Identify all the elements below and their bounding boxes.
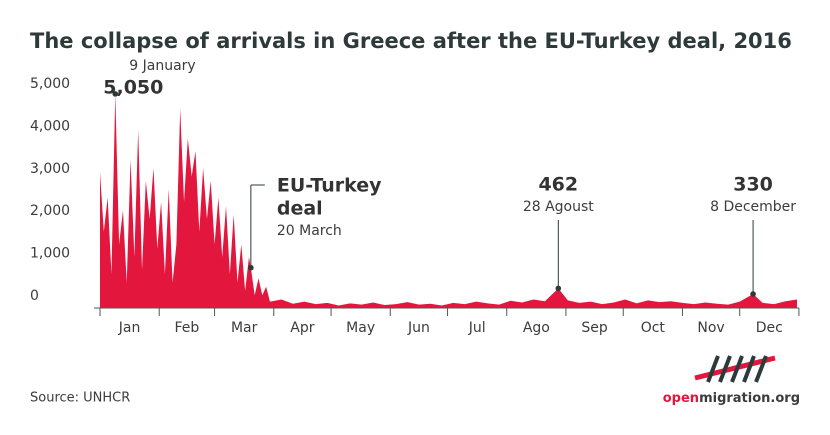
annotation-value: 5,050 (103, 76, 163, 98)
x-tick-label: Ago (523, 320, 550, 336)
annotation-date: 8 December (710, 199, 796, 215)
x-tick-label: Apr (290, 320, 314, 336)
brand-part: open (663, 391, 699, 406)
x-tick-label: Oct (641, 320, 666, 336)
annotation-text: EU-Turkey (277, 175, 382, 197)
y-tick-label: 2,000 (30, 203, 70, 219)
x-tick-label: Jan (118, 320, 141, 336)
source: Source: UNHCR (30, 391, 130, 406)
annotation-value: 462 (538, 174, 578, 196)
x-tick-label: Jun (407, 320, 430, 336)
area (100, 93, 797, 308)
annotation-date: 9 January (129, 58, 195, 74)
annotation-dot (112, 91, 119, 97)
logo (694, 355, 776, 383)
y-tick-label: 5,000 (30, 76, 70, 92)
y-tick-label: 0 (30, 288, 39, 304)
annotation-text: deal (277, 198, 323, 220)
chart-title: The collapse of arrivals in Greece after… (30, 29, 792, 53)
annotation-value: 330 (733, 174, 773, 196)
annotation-dot (248, 264, 254, 271)
x-tick-label: May (346, 320, 375, 336)
y-tick-label: 4,000 (30, 118, 70, 134)
x-tick-label: Jul (468, 320, 486, 336)
x-tick-label: Nov (697, 320, 724, 336)
brand-part: migration.org (699, 391, 800, 406)
brand: openmigration.org (663, 391, 800, 406)
x-tick-label: Feb (174, 320, 199, 336)
x-tick-label: Mar (231, 320, 258, 336)
y-tick-label: 1,000 (30, 246, 70, 262)
annotation-date: 28 Agoust (523, 199, 594, 215)
x-tick-label: Sep (581, 320, 608, 336)
annotation-date: 20 March (277, 223, 342, 239)
y-tick-label: 3,000 (30, 161, 70, 177)
x-tick-label: Dec (756, 320, 783, 336)
